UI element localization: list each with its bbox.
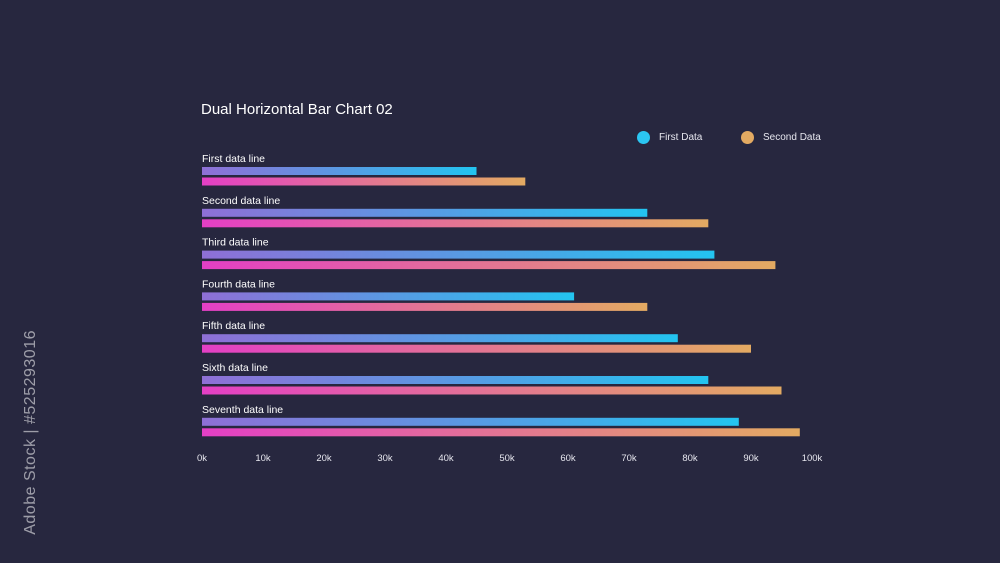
bar-first-data [202, 208, 648, 217]
chart-title: Dual Horizontal Bar Chart 02 [201, 101, 393, 118]
bar-first-data [202, 167, 477, 175]
bar-second-data [202, 344, 751, 353]
bar-first-data [202, 292, 575, 301]
bar-second-data [202, 177, 526, 186]
legend-swatch-first [637, 131, 650, 144]
x-tick-label: 50k [499, 453, 515, 464]
watermark-text: Adobe Stock | #525293016 [22, 330, 39, 535]
category-label: Second data line [202, 195, 280, 207]
x-tick-label: 90k [743, 453, 759, 464]
legend-label-second: Second Data [763, 132, 821, 143]
x-tick-label: 0k [197, 453, 207, 464]
x-tick-label: 80k [682, 453, 698, 464]
bar-first-data [202, 417, 739, 426]
category-label: First data line [202, 153, 265, 165]
bar-second-data [202, 261, 776, 270]
bar-first-data [202, 250, 715, 259]
legend-item-second: Second Data [741, 131, 821, 144]
category-label: Seventh data line [202, 404, 283, 416]
bar-first-data [202, 334, 678, 343]
bar-second-data [202, 302, 648, 311]
category-label: Fourth data line [202, 278, 275, 290]
category-label: Fifth data line [202, 320, 265, 332]
bar-second-data [202, 219, 709, 228]
x-tick-label: 70k [621, 453, 637, 464]
x-tick-label: 100k [802, 453, 823, 464]
legend-item-first: First Data [637, 131, 702, 144]
x-tick-label: 30k [377, 453, 393, 464]
bar-first-data [202, 376, 709, 384]
legend-swatch-second [741, 131, 754, 144]
category-label: Sixth data line [202, 362, 268, 374]
bar-second-data [202, 428, 800, 437]
category-label: Third data line [202, 237, 269, 249]
x-tick-label: 60k [560, 453, 576, 464]
x-tick-label: 40k [438, 453, 454, 464]
x-tick-label: 20k [316, 453, 332, 464]
bar-second-data [202, 386, 782, 395]
legend-label-first: First Data [659, 132, 703, 143]
x-tick-label: 10k [255, 453, 271, 464]
